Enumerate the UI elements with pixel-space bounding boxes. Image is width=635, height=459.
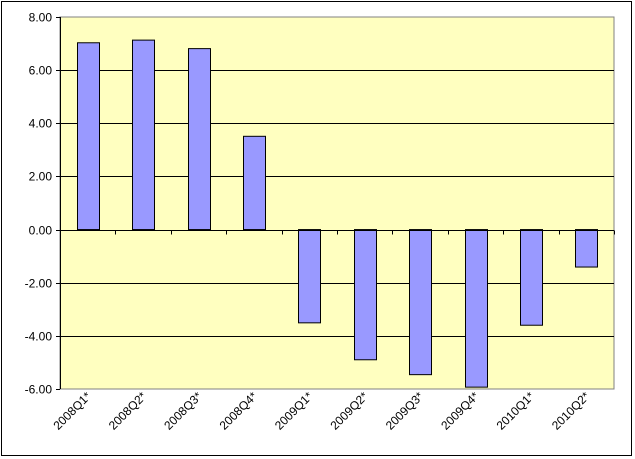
y-tick-label: 0.00 [29,224,53,238]
bar-2009q1 [298,229,321,324]
bar-2009q3 [409,229,432,376]
y-tick-labels: 8.00 6.00 4.00 2.00 0.00 -2.00 -4.00 -6.00 [25,11,53,397]
y-tick-label: 8.00 [29,11,53,25]
y-tick-label: -2.00 [25,277,53,291]
axes [56,17,615,390]
bar-2008q3 [188,48,211,231]
bar-2009q4 [465,229,488,388]
x-tick-label: 2009Q3* [383,389,427,433]
y-tick-label: 4.00 [29,117,53,131]
x-tick-labels: 2008Q1* 2008Q2* 2008Q3* 2008Q4* 2009Q1* 2009Q… [50,389,592,433]
y-tick-label: 2.00 [29,170,53,184]
y-tick-label: -6.00 [25,383,53,397]
bar-2008q2 [132,39,155,231]
bar-2008q1 [77,42,100,231]
x-tick-label: 2009Q2* [327,389,371,433]
bar-2009q2 [354,229,377,361]
y-tick-label: 6.00 [29,64,53,78]
x-tick-label: 2010Q1* [494,389,538,433]
x-tick-label: 2009Q4* [438,389,482,433]
x-tick-label: 2008Q4* [217,389,261,433]
x-tick-label: 2008Q2* [106,389,150,433]
x-tick-label: 2008Q1* [50,389,94,433]
bar-2010q1 [520,229,543,326]
y-tick-label: -4.00 [25,330,53,344]
bars [77,39,598,388]
x-tick-label: 2008Q3* [161,389,205,433]
bar-2008q4 [243,135,266,231]
bar-2010q2 [575,229,598,268]
x-tick-label: 2009Q1* [272,389,316,433]
x-tick-label: 2010Q2* [549,389,593,433]
